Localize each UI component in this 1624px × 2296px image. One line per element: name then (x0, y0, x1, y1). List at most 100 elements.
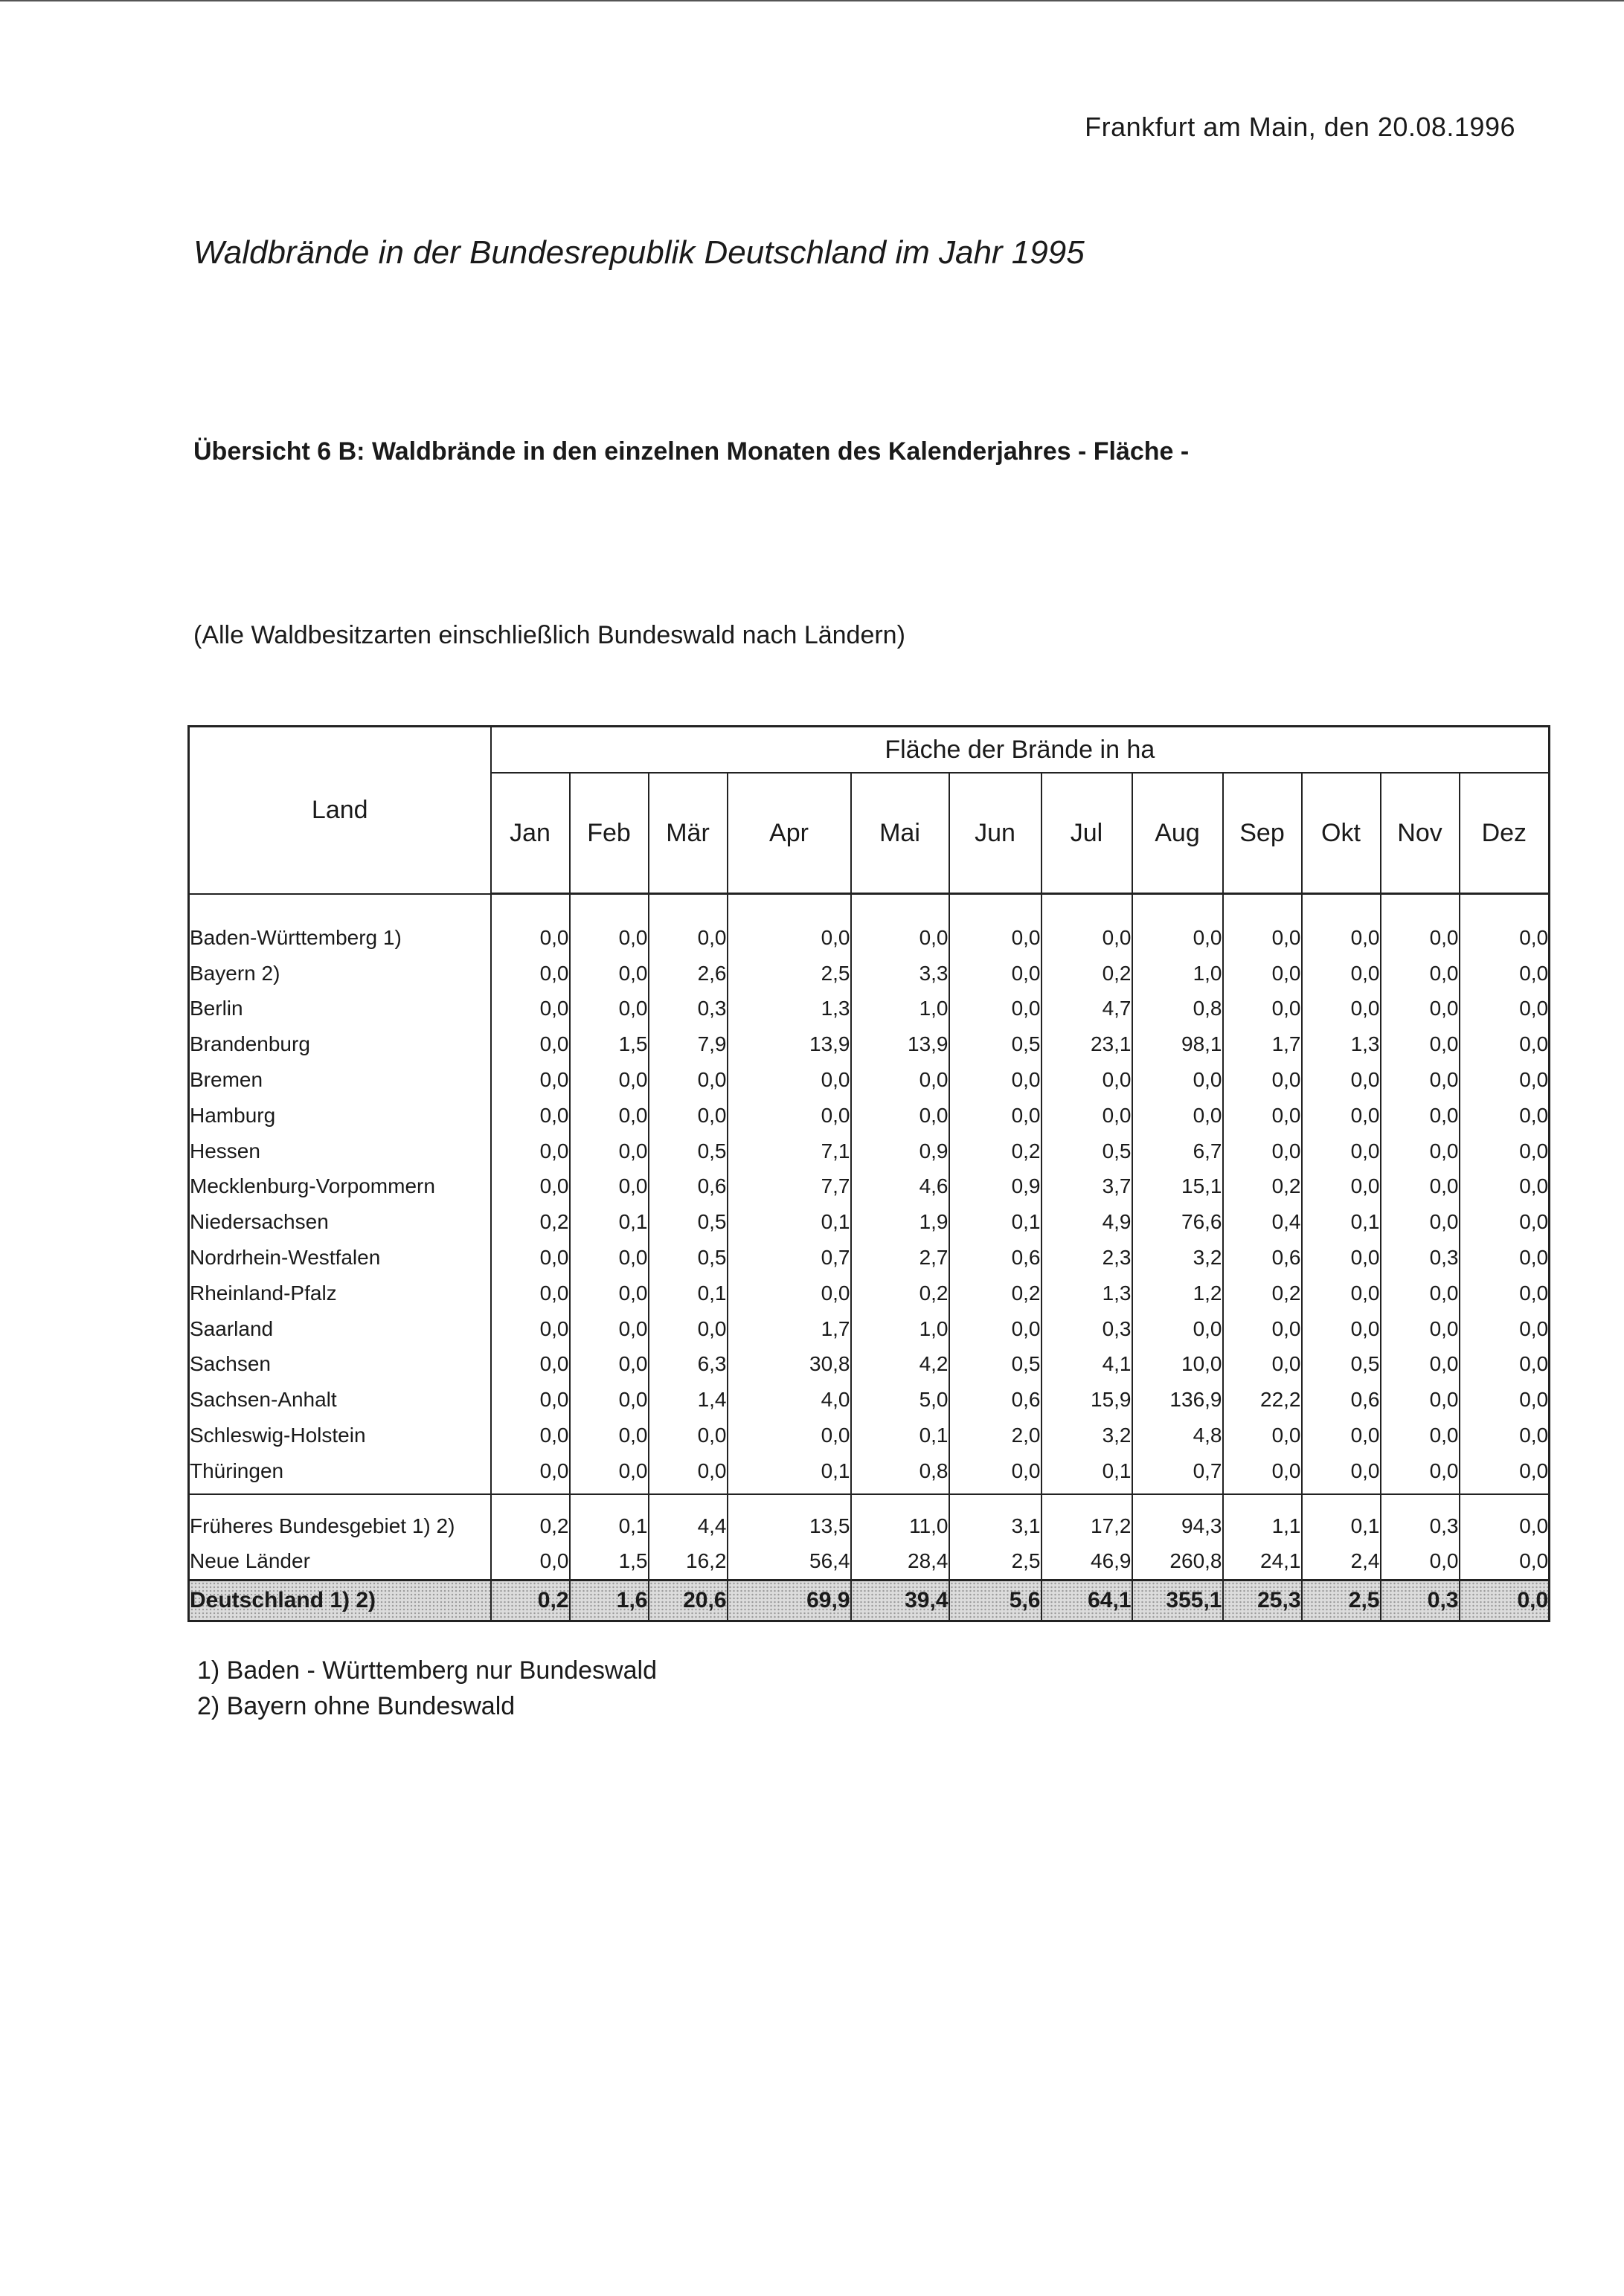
area-value: 20,6 (648, 1579, 728, 1621)
area-value: 0,0 (1380, 1382, 1460, 1418)
area-value: 28,4 (850, 1543, 950, 1580)
area-value: 0,0 (949, 1062, 1042, 1098)
area-value: 0,0 (1519, 1459, 1549, 1482)
land-name: Niedersachsen (188, 1204, 492, 1241)
land-name: Bayern 2) (188, 955, 492, 991)
land-name: Nordrhein-Westfalen (188, 1240, 492, 1276)
area-value: 0,0 (949, 920, 1042, 956)
area-value: 0,0 (1222, 991, 1303, 1027)
area-value: 0,0 (490, 1275, 571, 1311)
area-value: 3,1 (949, 1508, 1042, 1544)
area-value: 0,0 (490, 1168, 571, 1205)
area-value: 0,0 (1380, 1275, 1460, 1311)
area-value: 0,0 (1222, 1097, 1303, 1133)
area-value: 0,0 (1380, 1543, 1460, 1580)
area-value: 0,0 (1519, 1424, 1549, 1447)
area-value: 0,0 (569, 1418, 649, 1453)
area-value: 0,0 (1519, 1514, 1549, 1537)
area-value: 0,0 (1132, 1062, 1224, 1098)
area-value: 0,0 (1519, 1139, 1549, 1163)
area-value: 0,1 (850, 1418, 950, 1453)
area-value: 3,2 (1132, 1240, 1224, 1276)
month-header: Jan (490, 773, 571, 895)
area-value: 3,7 (1041, 1168, 1133, 1205)
area-value: 0,0 (1380, 1346, 1460, 1383)
area-value: 0,0 (1380, 1133, 1460, 1169)
area-value: 0,0 (1380, 1062, 1460, 1098)
area-value: 10,0 (1132, 1346, 1224, 1383)
area-value: 0,0 (850, 1062, 950, 1098)
area-value: 0,2 (490, 1579, 571, 1621)
area-value: 30,8 (727, 1346, 852, 1383)
table-row: Mecklenburg-Vorpommern 0,0 0,0 0,6 7,7 4,6 0,9… (188, 1168, 1550, 1205)
month-header: Sep (1222, 773, 1303, 895)
area-value: 0,0 (569, 1097, 649, 1133)
area-value: 0,0 (1519, 997, 1549, 1020)
table-row: Sachsen 0,0 0,0 6,3 30,8 4,2 0,5 4,1 10,0 0,0 0,5 0… (188, 1346, 1550, 1383)
area-value: 0,8 (850, 1453, 950, 1494)
area-value: 0,2 (949, 1133, 1042, 1169)
area-value: 0,3 (648, 991, 728, 1027)
area-value: 136,9 (1132, 1382, 1224, 1418)
area-value: 24,1 (1222, 1543, 1303, 1580)
area-value: 4,8 (1132, 1418, 1224, 1453)
area-value: 0,0 (727, 1275, 852, 1311)
area-value: 1,3 (1041, 1275, 1133, 1311)
area-value: 0,0 (569, 1133, 649, 1169)
month-header: Mai (850, 773, 950, 895)
area-value: 0,0 (949, 1097, 1042, 1133)
table-row: Baden-Württemberg 1) 0,0 0,0 0,0 0,0 0,0 0,0 0,… (188, 920, 1550, 956)
area-value: 5,6 (949, 1579, 1042, 1621)
land-column-header: Land (188, 726, 492, 895)
area-value: 2,7 (850, 1240, 950, 1276)
area-value: 0,5 (949, 1026, 1042, 1063)
area-value: 0,0 (1380, 920, 1460, 956)
area-value: 0,0 (490, 955, 571, 991)
land-name: Rheinland-Pfalz (188, 1275, 492, 1311)
area-value: 0,0 (1222, 1311, 1303, 1347)
area-value: 6,3 (648, 1346, 728, 1383)
area-value: 0,0 (1380, 1311, 1460, 1347)
area-value: 0,0 (1301, 1453, 1381, 1494)
area-value: 0,0 (1519, 925, 1549, 949)
area-value: 0,0 (1380, 1418, 1460, 1453)
area-value: 4,6 (850, 1168, 950, 1205)
total-row: Deutschland 1) 2) 0,2 1,6 20,6 69,9 39,4 5,6 64… (188, 1579, 1550, 1621)
area-value: 1,5 (569, 1543, 649, 1580)
land-name: Sachsen-Anhalt (188, 1382, 492, 1418)
area-value: 0,2 (850, 1275, 950, 1311)
area-value: 0,0 (1301, 991, 1381, 1027)
area-value: 0,0 (949, 955, 1042, 991)
area-value: 0,0 (1301, 1275, 1381, 1311)
area-value: 1,3 (727, 991, 852, 1027)
area-value: 0,0 (1132, 920, 1224, 956)
area-value: 0,0 (1301, 955, 1381, 991)
area-value: 0,0 (1301, 1168, 1381, 1205)
table-row: Bayern 2) 0,0 0,0 2,6 2,5 3,3 0,0 0,2 1,0 0,0 0,0 0… (188, 955, 1550, 991)
month-header-row: Jan Feb Mär Apr Mai Jun Jul Aug Sep Okt Nov Dez (189, 773, 1550, 895)
area-value: 0,2 (490, 1508, 571, 1544)
area-value: 0,1 (569, 1204, 649, 1241)
area-value: 0,0 (949, 1453, 1042, 1494)
area-value: 0,0 (1041, 920, 1133, 956)
area-value: 0,0 (490, 1382, 571, 1418)
land-name: Schleswig-Holstein (188, 1418, 492, 1453)
area-value: 0,3 (1041, 1311, 1133, 1347)
table-row: Nordrhein-Westfalen 0,0 0,0 0,5 0,7 2,7 0,6 2,3… (188, 1240, 1550, 1276)
month-header: Apr (727, 773, 852, 895)
subtotal-row: Neue Länder 0,0 1,5 16,2 56,4 28,4 2,5 46,9 260,… (188, 1543, 1550, 1580)
area-value: 1,0 (850, 1311, 950, 1347)
area-value: 0,1 (569, 1508, 649, 1544)
land-name: Brandenburg (188, 1026, 492, 1063)
area-value: 2,5 (1301, 1579, 1381, 1621)
area-value: 0,0 (569, 1311, 649, 1347)
area-value: 25,3 (1222, 1579, 1303, 1621)
area-value: 13,9 (850, 1026, 950, 1063)
table-row: Niedersachsen 0,2 0,1 0,5 0,1 1,9 0,1 4,9 76,6 0,… (188, 1204, 1550, 1241)
table-row: Hamburg 0,0 0,0 0,0 0,0 0,0 0,0 0,0 0,0 0,0 0,0 0,0… (188, 1097, 1550, 1133)
area-value: 0,1 (1301, 1204, 1381, 1241)
area-value: 0,0 (490, 1097, 571, 1133)
area-value: 0,0 (490, 1418, 571, 1453)
area-value: 0,0 (648, 1097, 728, 1133)
area-value: 0,0 (1222, 1346, 1303, 1383)
